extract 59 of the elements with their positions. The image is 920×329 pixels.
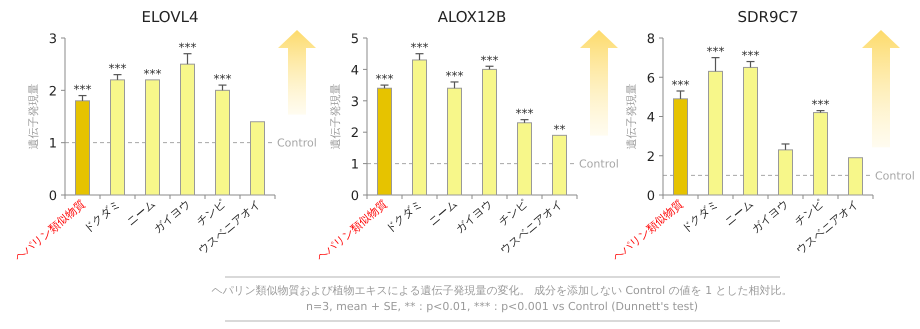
- data-label: ***: [480, 53, 498, 68]
- y-tick-label: 2: [48, 84, 57, 100]
- data-label: ***: [376, 72, 394, 86]
- y-tick-label: 2: [646, 150, 655, 165]
- bar: [215, 90, 230, 196]
- bar: [517, 122, 532, 196]
- data-label: ***: [742, 48, 760, 63]
- bar: [848, 157, 863, 196]
- bar: [447, 88, 462, 196]
- y-tick-label: 5: [350, 32, 359, 47]
- bar: [482, 68, 497, 196]
- bar: [145, 79, 160, 196]
- y-axis-title: 遺伝子発現量: [27, 84, 40, 150]
- bar: [708, 70, 723, 196]
- data-label: ***: [144, 66, 162, 81]
- data-label: ***: [672, 78, 690, 92]
- chart-title: ALOX12B: [438, 8, 506, 26]
- text: ヘパリン類似物質および植物エキスによる遺伝子発現量の変化。 成分を添加しない Control の値を 1 とした相対比。: [211, 284, 793, 297]
- ref-line-label: Control: [277, 136, 317, 150]
- y-tick-label: 3: [350, 94, 359, 110]
- bar: [813, 112, 828, 196]
- data-label: **: [554, 122, 566, 136]
- data-label: ***: [706, 44, 724, 59]
- data-label: ***: [812, 98, 830, 112]
- bar: [552, 134, 567, 196]
- bar: [180, 64, 195, 196]
- bar: [673, 98, 688, 196]
- y-tick-label: 6: [646, 71, 655, 86]
- y-tick-label: 0: [350, 189, 359, 204]
- bar: [250, 121, 265, 196]
- bar: [743, 66, 758, 196]
- y-axis-title: 遺伝子発現量: [625, 84, 638, 150]
- data-label: ***: [516, 106, 534, 121]
- chart-title: SDR9C7: [737, 8, 799, 26]
- data-label: ***: [178, 40, 196, 55]
- y-tick-label: 2: [350, 126, 359, 142]
- chart-title: ELOVL4: [141, 8, 199, 26]
- bar: [377, 88, 392, 196]
- ref-line-label: Control: [579, 158, 619, 171]
- y-tick-label: 0: [48, 189, 57, 204]
- ref-line-label: Control: [875, 169, 915, 182]
- y-tick-label: 1: [48, 136, 57, 152]
- y-tick-label: 0: [646, 189, 655, 204]
- y-axis-title: 遺伝子発現量: [329, 84, 342, 150]
- bar: [110, 79, 125, 196]
- data-label: ***: [214, 72, 232, 86]
- y-tick-label: 1: [350, 158, 359, 173]
- bar: [412, 59, 427, 196]
- data-label: ***: [410, 40, 428, 55]
- y-tick-label: 3: [48, 32, 57, 47]
- bar: [778, 149, 793, 196]
- y-tick-label: 8: [646, 32, 655, 47]
- data-label: ***: [74, 82, 92, 97]
- bar: [75, 100, 90, 196]
- y-tick-label: 4: [646, 110, 655, 126]
- data-label: ***: [108, 62, 126, 76]
- text: n=3, mean + SE, ** : p<0.01, *** : p<0.001 vs Control (Dunnett's test): [306, 300, 698, 313]
- y-tick-label: 4: [350, 63, 359, 78]
- data-label: ***: [446, 68, 464, 83]
